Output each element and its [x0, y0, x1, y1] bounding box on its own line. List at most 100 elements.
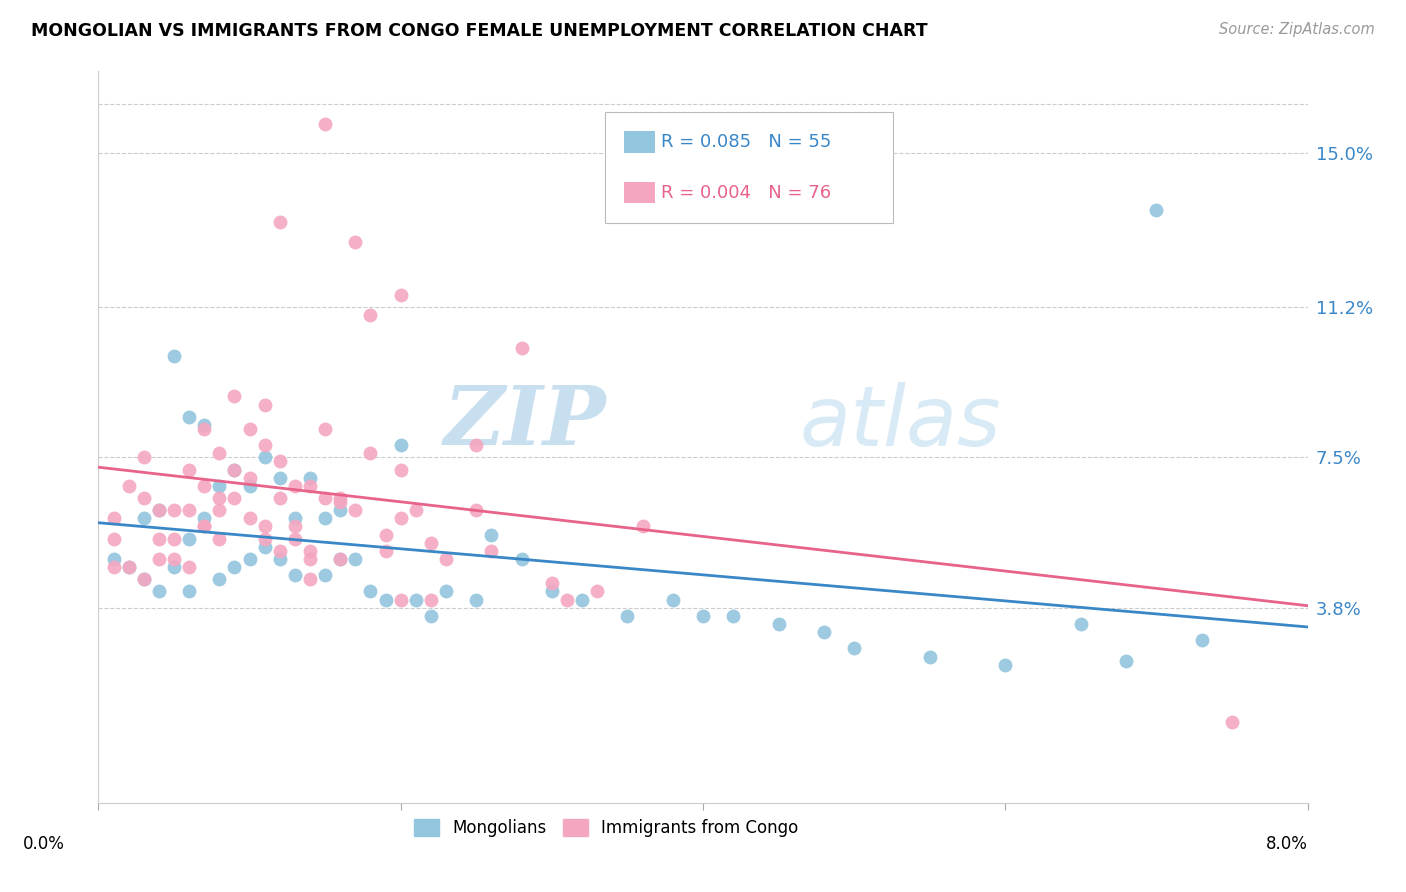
Point [193, 511, 215, 525]
Point [1191, 633, 1213, 648]
Text: Source: ZipAtlas.com: Source: ZipAtlas.com [1219, 22, 1375, 37]
Point [465, 438, 488, 452]
Point [389, 592, 412, 607]
Point [586, 584, 609, 599]
Point [269, 552, 291, 566]
Point [118, 479, 141, 493]
Point [239, 32, 262, 46]
Point [179, 532, 201, 546]
Point [253, 540, 276, 554]
Point [208, 503, 231, 517]
Point [389, 288, 412, 302]
Point [360, 584, 382, 599]
Point [374, 592, 396, 607]
Point [148, 503, 170, 517]
Point [314, 491, 336, 505]
Point [269, 454, 291, 468]
Point [253, 398, 276, 412]
Point [405, 503, 427, 517]
Point [163, 532, 186, 546]
Text: 8.0%: 8.0% [1265, 835, 1308, 854]
Point [284, 568, 307, 582]
Point [299, 479, 322, 493]
Point [616, 608, 638, 623]
Point [299, 544, 322, 558]
Point [299, 552, 322, 566]
Point [193, 519, 215, 533]
Point [434, 552, 457, 566]
Point [239, 422, 262, 436]
Point [239, 479, 262, 493]
Point [299, 572, 322, 586]
Point [193, 422, 215, 436]
Point [179, 503, 201, 517]
Point [179, 584, 201, 599]
Point [1146, 202, 1168, 217]
Point [163, 349, 186, 363]
Point [118, 560, 141, 574]
Point [284, 511, 307, 525]
Point [208, 446, 231, 460]
Point [269, 471, 291, 485]
Point [179, 560, 201, 574]
Point [118, 560, 141, 574]
Point [103, 552, 125, 566]
Point [132, 511, 155, 525]
Text: R = 0.004   N = 76: R = 0.004 N = 76 [661, 184, 831, 202]
Point [253, 450, 276, 465]
Point [1070, 617, 1092, 632]
Text: 0.0%: 0.0% [22, 835, 65, 854]
Point [269, 544, 291, 558]
Point [344, 235, 367, 249]
Point [132, 450, 155, 465]
Point [571, 592, 593, 607]
Point [510, 552, 533, 566]
Text: R = 0.085   N = 55: R = 0.085 N = 55 [661, 133, 831, 151]
Point [420, 535, 443, 549]
Point [269, 491, 291, 505]
Point [329, 491, 352, 505]
Legend: Mongolians, Immigrants from Congo: Mongolians, Immigrants from Congo [405, 811, 807, 846]
Point [103, 511, 125, 525]
Point [224, 560, 246, 574]
Point [374, 527, 396, 541]
Point [994, 657, 1017, 672]
Point [239, 471, 262, 485]
Text: ZIP: ZIP [444, 383, 606, 462]
Point [314, 511, 336, 525]
Point [148, 584, 170, 599]
Point [284, 519, 307, 533]
Point [1115, 654, 1137, 668]
Point [465, 503, 488, 517]
Point [208, 479, 231, 493]
Point [481, 527, 503, 541]
Point [179, 409, 201, 424]
Point [405, 592, 427, 607]
Point [224, 491, 246, 505]
Point [132, 572, 155, 586]
Point [420, 608, 443, 623]
Point [918, 649, 941, 664]
Point [420, 592, 443, 607]
Text: atlas: atlas [800, 382, 1001, 463]
Point [148, 532, 170, 546]
Point [344, 552, 367, 566]
Point [389, 462, 412, 476]
Point [163, 552, 186, 566]
Point [148, 503, 170, 517]
Point [844, 641, 866, 656]
Point [239, 552, 262, 566]
Point [314, 422, 336, 436]
Point [208, 532, 231, 546]
Point [360, 446, 382, 460]
Point [540, 576, 562, 591]
Point [661, 592, 683, 607]
Point [193, 417, 215, 432]
Point [239, 511, 262, 525]
Point [1220, 714, 1243, 729]
Point [344, 503, 367, 517]
Point [360, 308, 382, 322]
Point [389, 438, 412, 452]
Point [253, 532, 276, 546]
Point [208, 491, 231, 505]
